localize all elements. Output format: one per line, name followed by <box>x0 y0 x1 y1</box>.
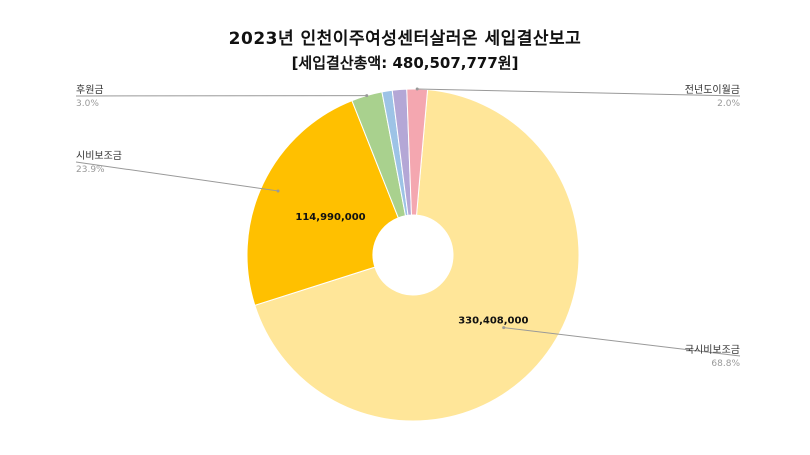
chart-title: 2023년 인천이주여성센터살러온 세입결산보고 <box>228 29 582 49</box>
slice-percent-label: 23.9% <box>76 165 105 175</box>
leader-line <box>417 88 741 97</box>
slice-percent-label: 3.0% <box>76 99 99 109</box>
slice-percent-label: 68.8% <box>711 359 740 369</box>
leader-dot <box>276 189 280 193</box>
slice-labels: 330,408,000 국시비보조금 68.8% 114,990,000 시비보조금 23… <box>76 84 740 369</box>
slice-name-label: 국시비보조금 <box>685 344 740 356</box>
leader-line <box>75 161 279 192</box>
chart-subtitle: [세입결산총액: 480,507,777원] <box>291 54 519 72</box>
slice-percent-label: 2.0% <box>717 99 740 109</box>
donut-slice <box>254 89 580 422</box>
chart-title-block: 2023년 인천이주여성센터살러온 세입결산보고 [세입결산총액: 480,50… <box>0 28 810 73</box>
donut-slice <box>246 99 399 306</box>
slice-name-label: 시비보조금 <box>76 150 122 162</box>
leader-lines <box>75 87 741 357</box>
donut-slice <box>406 88 429 216</box>
leader-dot <box>502 326 506 330</box>
leader-line <box>503 327 741 357</box>
leader-dot <box>365 94 369 98</box>
donut-slices <box>246 88 580 422</box>
slice-data-label: 114,990,000 <box>295 212 365 223</box>
slice-name-label: 후원금 <box>76 84 104 96</box>
leader-dot <box>415 87 419 91</box>
slice-name-label: 전년도이월금 <box>685 84 740 96</box>
slice-data-label: 330,408,000 <box>458 315 528 326</box>
